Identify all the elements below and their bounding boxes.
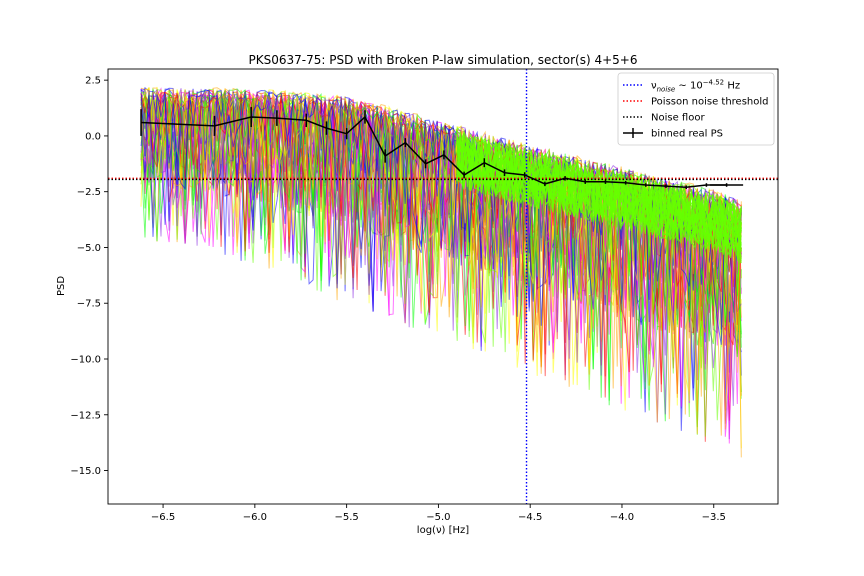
legend-label: νnoise ~ 10−4.52 Hz — [651, 79, 740, 94]
simulated-curve — [456, 133, 742, 255]
plot-frame — [107, 68, 779, 505]
y-tick-label: −15.0 — [70, 466, 101, 477]
x-tick-label: −4.0 — [610, 512, 634, 523]
legend: νnoise ~ 10−4.52 Hz Poisson noise thresho… — [617, 72, 775, 146]
y-tick-label: −10.0 — [70, 355, 101, 366]
binned-real-ps-point — [710, 183, 744, 187]
y-tick-label: −7.5 — [77, 299, 101, 310]
y-tick-label: 0.0 — [85, 131, 101, 142]
reference-lines — [108, 69, 778, 504]
legend-label: Noise floor — [651, 113, 705, 124]
y-tick-label: −5.0 — [77, 243, 101, 254]
x-tick-label: −6.0 — [243, 512, 267, 523]
legend-label-subscript: noise — [657, 86, 676, 94]
legend-label: Poisson noise threshold — [651, 97, 769, 108]
simulated-curve — [456, 139, 742, 260]
chart-title: PKS0637-75: PSD with Broken P-law simula… — [249, 53, 638, 67]
y-axis-label: PSD — [56, 276, 67, 296]
x-tick-label: −5.0 — [426, 512, 450, 523]
y-tick-label: −2.5 — [77, 187, 101, 198]
x-tick-label: −5.5 — [334, 512, 358, 523]
x-axis-label: log(ν) [Hz] — [417, 525, 469, 536]
simulated-curve — [140, 92, 742, 430]
legend-label-symbol: ν — [651, 81, 657, 92]
x-tick-label: −6.5 — [151, 512, 175, 523]
legend-entry: Noise floor — [623, 113, 705, 124]
legend-label-superscript: −4.52 — [703, 79, 724, 87]
y-axis: 2.5 0.0 −2.5 −5.0 −7.5 −10.0 −12.5 −15.0 — [70, 76, 108, 477]
x-tick-label: −4.5 — [518, 512, 542, 523]
legend-label: binned real PS — [651, 129, 723, 140]
binned-real-ps-series — [140, 106, 744, 190]
y-tick-label: 2.5 — [85, 76, 101, 87]
simulated-curve — [456, 138, 742, 245]
simulated-curve — [140, 94, 742, 330]
legend-entry: νnoise ~ 10−4.52 Hz — [623, 79, 740, 94]
legend-entry: binned real PS — [623, 128, 723, 140]
legend-label-unit: Hz — [724, 81, 740, 92]
simulated-curve — [140, 94, 742, 374]
legend-label-text: ~ 10 — [675, 81, 702, 92]
legend-box — [617, 72, 775, 146]
x-axis: −6.5 −6.0 −5.5 −5.0 −4.5 −4.0 −3.5 — [151, 504, 726, 523]
binned-real-ps-line — [140, 115, 727, 188]
x-tick-label: −3.5 — [702, 512, 726, 523]
y-tick-label: −12.5 — [70, 410, 101, 421]
legend-entry: Poisson noise threshold — [623, 97, 769, 108]
